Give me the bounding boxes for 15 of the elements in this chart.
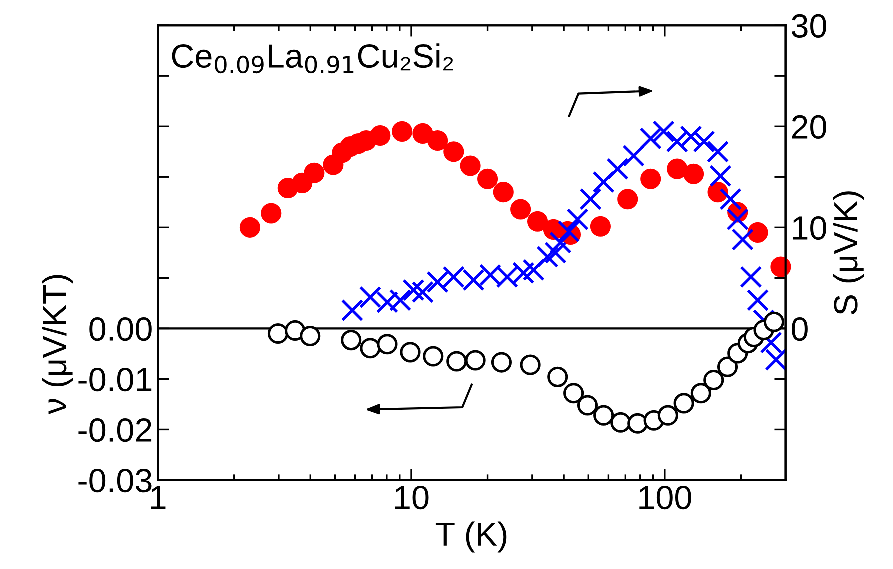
x-axis-title: T (K) [436,522,507,553]
x-tick-label: 1 [151,486,166,510]
x-tick-label: 100 [640,486,692,510]
y2-tick-label: 0 [792,317,808,342]
y-tick-label: -0.03 [78,469,152,493]
y-tick-label: 0.00 [90,317,152,342]
x-tick-label: 10 [395,486,429,510]
y2-axis-title: S (μV/K) [833,192,864,315]
y2-tick-label: 30 [792,14,826,38]
y-tick-label: -0.01 [78,368,152,392]
y2-tick-label: 10 [793,216,826,240]
y-axis-title: ν (μV/KT) [42,275,74,415]
y-tick-label: -0.02 [78,418,152,442]
y2-tick-label: 20 [792,115,826,140]
annotation: Ce$_{0.09}$La$_{0.91}$Cu₂Si₂ [172,44,454,74]
